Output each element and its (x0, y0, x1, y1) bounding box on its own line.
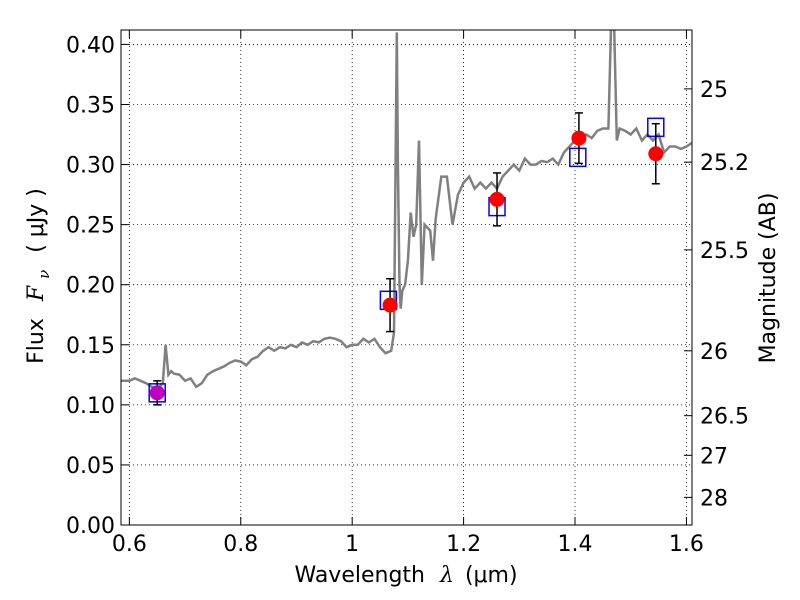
ticks: 0.6 0.8 1 1.2 1.4 1.6 0.00 0.05 0.10 0.15 0.20 0.25… (66, 30, 749, 557)
y-axis-symbol: F (24, 285, 49, 302)
y-tick-label: 0.00 (66, 514, 115, 539)
y-tick-label: 0.20 (66, 274, 115, 299)
observed-point (149, 385, 165, 401)
y-tick-label: 0.05 (66, 454, 115, 479)
observed-point (489, 191, 505, 207)
y-tick-label: 0.25 (66, 214, 115, 239)
x-tick-label: 1.6 (669, 532, 704, 557)
y-tick-label: 0.35 (66, 93, 115, 118)
x-tick-label: 1 (345, 532, 359, 557)
observed-point (648, 146, 664, 162)
y2-tick-label: 25 (700, 78, 728, 103)
x-axis-symbol: λ (439, 563, 454, 588)
x-tick-label: 1.4 (558, 532, 593, 557)
x-tick-label: 0.6 (112, 532, 147, 557)
x-tick-label: 1.2 (446, 532, 481, 557)
y2-tick-label: 28 (700, 486, 728, 511)
y2-tick-label: 26 (700, 340, 728, 365)
model-square-marker (569, 147, 587, 168)
y2-tick-label: 27 (700, 444, 728, 469)
y2-tick-label: 25.5 (700, 239, 749, 264)
spectrum-line (121, 30, 692, 391)
y-axis-subscript: ν (35, 270, 53, 279)
y-tick-label: 0.30 (66, 154, 115, 179)
observed-point (382, 297, 398, 313)
y-tick-label: 0.40 (66, 33, 115, 58)
observed-point (571, 130, 587, 146)
grid (121, 30, 692, 526)
x-axis-label: Wavelength λ (μm) (294, 563, 517, 588)
y-axis-unit: ( μJy ) (24, 188, 49, 253)
y-tick-label: 0.10 (66, 394, 115, 419)
x-tick-label: 0.8 (223, 532, 258, 557)
y2-axis-label: Magnitude (AB) (756, 193, 781, 364)
y2-tick-label: 25.2 (700, 151, 749, 176)
plot-frame (120, 29, 693, 526)
y2-tick-label: 26.5 (700, 405, 749, 430)
y-axis-label: Flux F ν ( μJy ) (24, 188, 55, 364)
x-axis-label-main: Wavelength (294, 563, 425, 588)
series (121, 30, 692, 406)
x-axis-unit: (μm) (465, 563, 518, 588)
y-tick-label: 0.15 (66, 334, 115, 359)
y-axis-label-main: Flux (24, 318, 49, 364)
